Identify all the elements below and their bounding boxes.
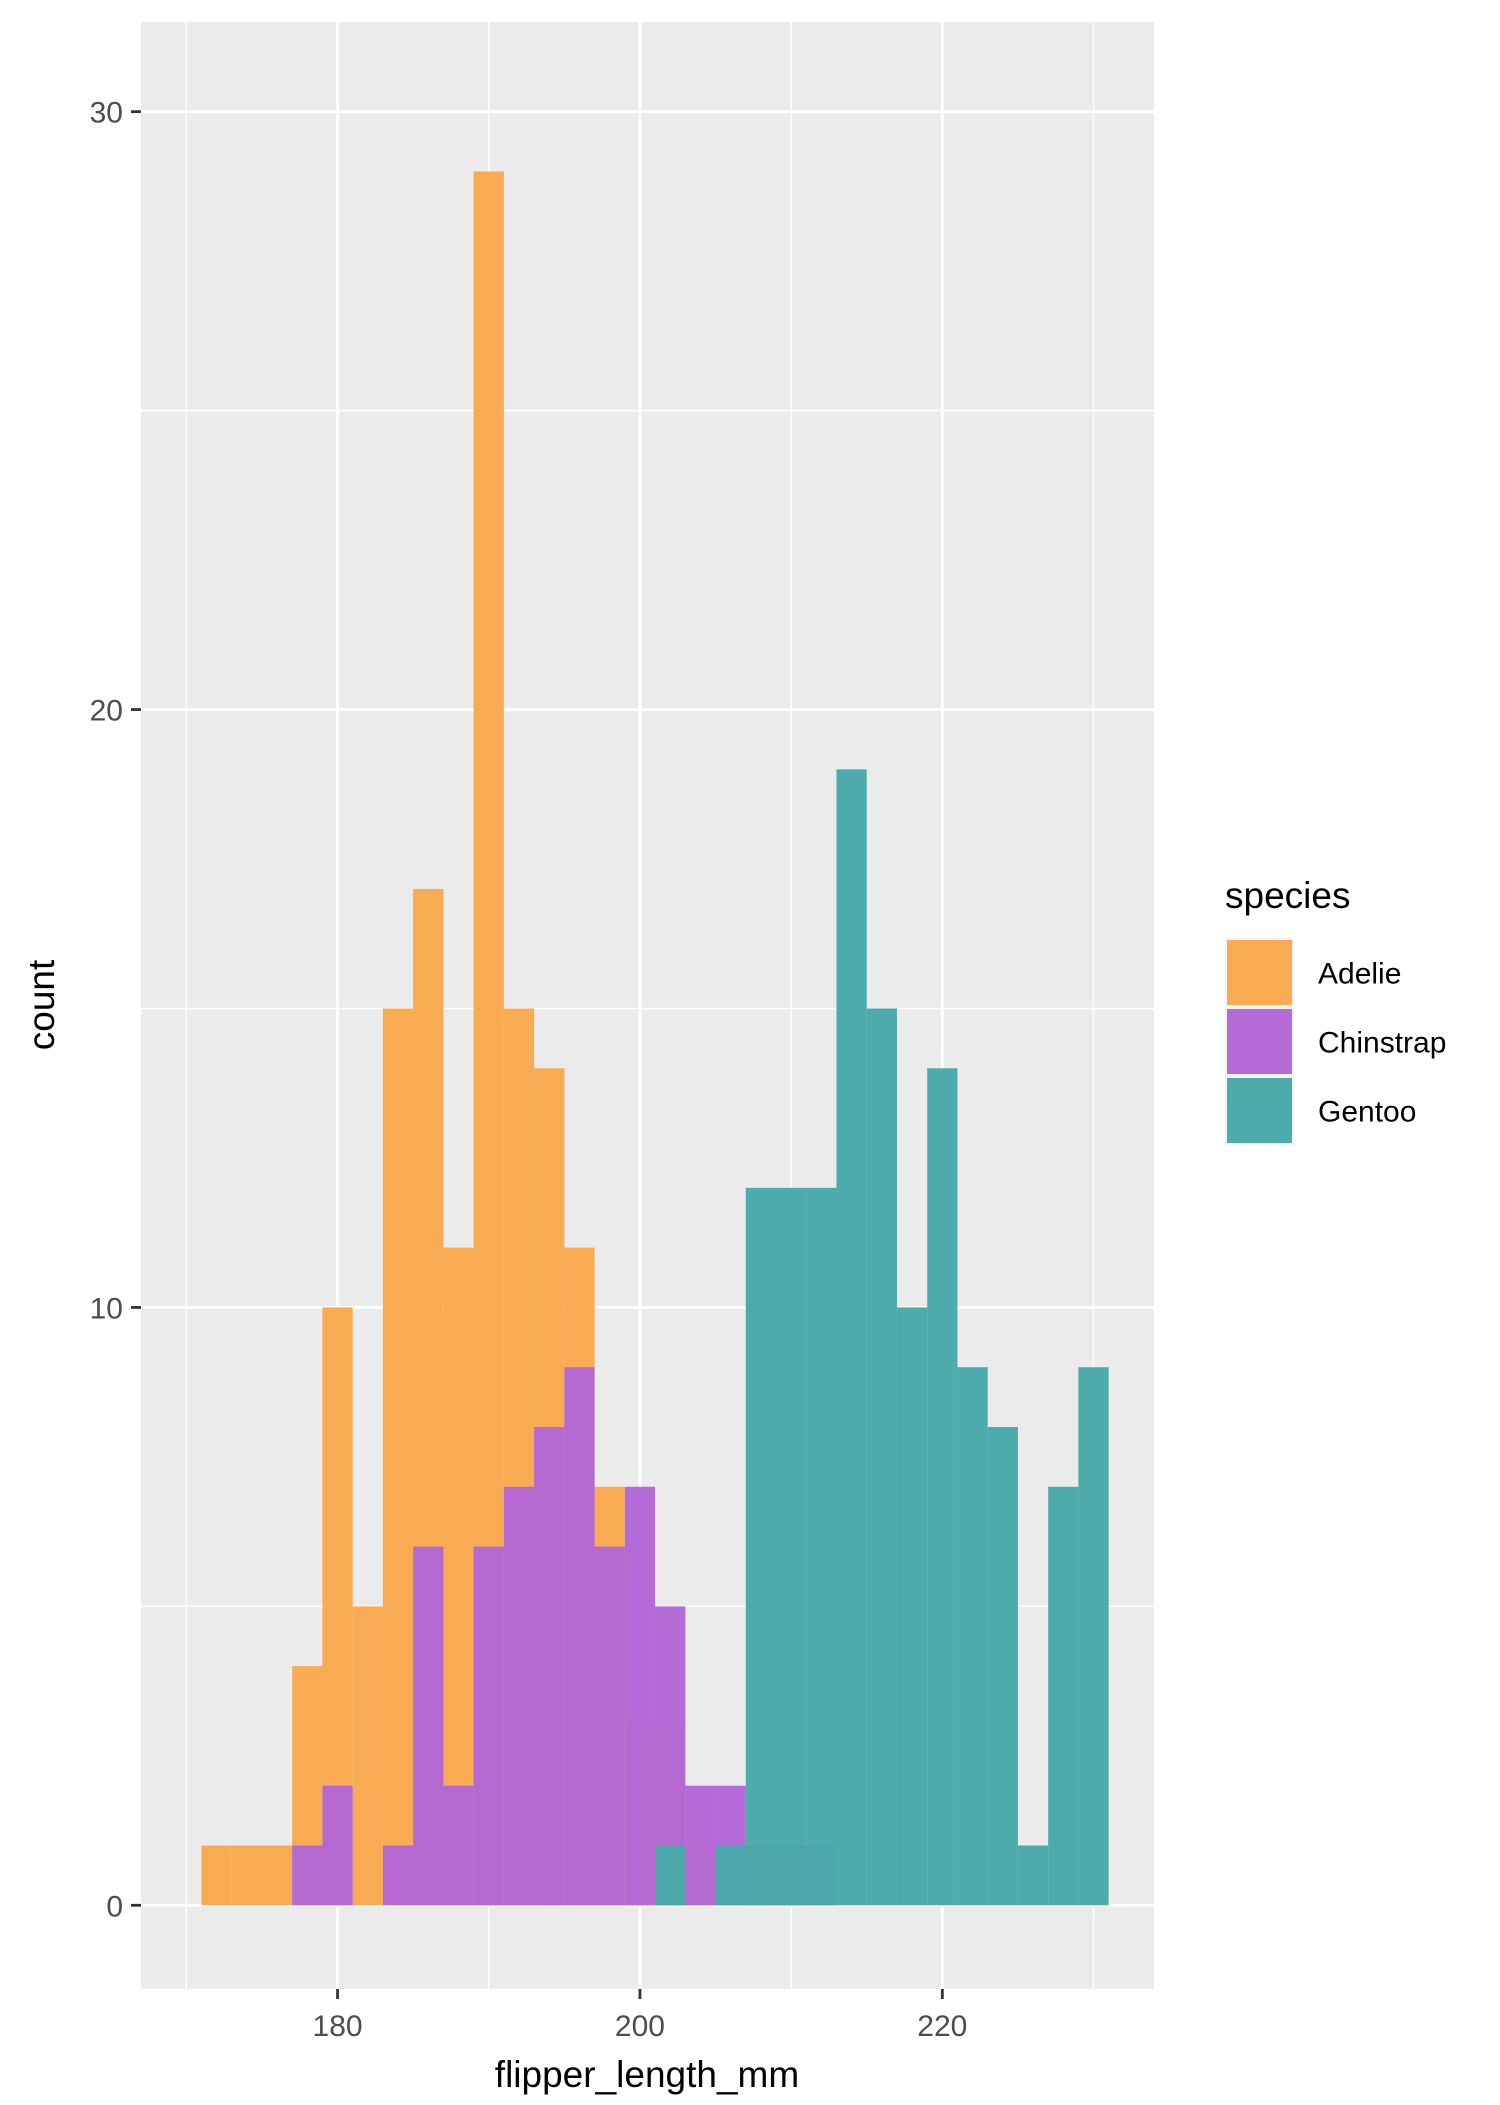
legend-label-adelie: Adelie (1318, 958, 1401, 991)
y-tick-label: 10 (90, 1292, 123, 1325)
bar-gentoo (1078, 1367, 1109, 1906)
legend-label-chinstrap: Chinstrap (1318, 1027, 1446, 1060)
y-tick-label: 0 (106, 1890, 123, 1923)
bar-chinstrap (564, 1367, 595, 1906)
bar-gentoo (866, 1008, 897, 1906)
bar-gentoo (1017, 1845, 1049, 1906)
y-axis: 0 10 20 30 (90, 97, 141, 1923)
bar-chinstrap (624, 1486, 656, 1906)
x-axis: 180 200 220 (313, 1989, 967, 2043)
bar-adelie (231, 1845, 262, 1906)
legend-swatch-gentoo (1227, 1078, 1292, 1143)
bar-gentoo (655, 1845, 686, 1906)
x-axis-title: flipper_length_mm (495, 2054, 799, 2095)
bar-chinstrap (382, 1845, 414, 1906)
series-gentoo (655, 769, 1109, 1906)
bar-chinstrap (443, 1785, 474, 1906)
legend-label-gentoo: Gentoo (1318, 1096, 1416, 1129)
bar-gentoo (896, 1307, 928, 1906)
bar-chinstrap (685, 1785, 716, 1906)
bar-gentoo (957, 1367, 988, 1906)
bar-chinstrap (594, 1546, 625, 1906)
bar-gentoo (987, 1427, 1018, 1906)
y-axis-title: count (21, 959, 62, 1050)
bar-adelie (201, 1845, 232, 1906)
y-tick-label: 20 (90, 695, 123, 728)
bar-chinstrap (322, 1785, 353, 1906)
bar-gentoo (715, 1845, 746, 1906)
bar-gentoo (836, 769, 867, 1906)
bar-adelie (261, 1845, 293, 1906)
x-tick-label: 200 (615, 2010, 665, 2043)
bar-adelie (382, 1008, 414, 1906)
bar-gentoo (927, 1068, 958, 1906)
bar-gentoo (745, 1187, 777, 1906)
bar-adelie (352, 1606, 383, 1906)
legend-title: species (1225, 875, 1350, 916)
bar-gentoo (776, 1187, 807, 1906)
bar-chinstrap (503, 1486, 535, 1906)
bar-chinstrap (473, 1546, 504, 1906)
legend: species Adelie Chinstrap Gentoo (1225, 875, 1446, 1145)
bar-chinstrap (413, 1546, 444, 1906)
bar-chinstrap (292, 1845, 323, 1906)
legend-swatch-adelie (1227, 940, 1292, 1005)
x-tick-label: 180 (313, 2010, 363, 2043)
bar-chinstrap (534, 1427, 565, 1906)
bar-gentoo (1048, 1486, 1079, 1906)
y-tick-label: 30 (90, 97, 123, 130)
legend-swatch-chinstrap (1227, 1009, 1292, 1074)
bar-gentoo (806, 1187, 837, 1906)
x-tick-label: 220 (917, 2010, 967, 2043)
